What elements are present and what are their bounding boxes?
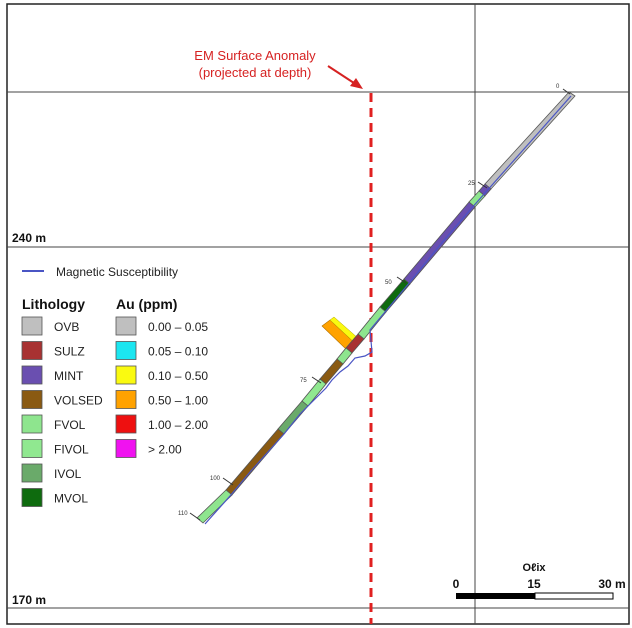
lithology-legend-item: MINT: [21, 365, 84, 385]
lithology-legend-item: VOLSED: [21, 390, 103, 409]
au-label: 0.10 – 0.50: [148, 369, 208, 383]
au-swatch: [115, 439, 137, 458]
au-legend-item: 0.10 – 0.50: [115, 365, 208, 385]
lithology-label: IVOL: [54, 467, 82, 481]
lithology-swatch: [21, 414, 43, 434]
depth-tick-50: 50: [385, 276, 407, 286]
lithology-swatch: [21, 390, 43, 409]
au-label: 0.50 – 1.00: [148, 394, 208, 408]
lithology-label: OVB: [54, 320, 79, 334]
au-label: 0.00 – 0.05: [148, 320, 208, 334]
au-title: Au (ppm): [116, 296, 177, 312]
depth-tick-75: 75: [300, 376, 322, 384]
legend: Magnetic Susceptibility Lithology Au (pp…: [21, 265, 208, 507]
scale-label-30: 30 m: [598, 577, 625, 591]
lithology-label: VOLSED: [54, 394, 103, 408]
au-swatch: [115, 365, 137, 385]
lithology-legend-item: FVOL: [21, 414, 86, 434]
au-swatch: [115, 316, 137, 336]
au-legend-item: > 2.00: [115, 439, 182, 458]
hole-segment-fvol-bottom: [196, 489, 233, 524]
north-logo: Oℓix: [522, 562, 546, 574]
lithology-swatch: [21, 463, 43, 483]
scale-bar-black: [456, 593, 535, 599]
svg-text:75: 75: [300, 378, 307, 384]
au-swatch: [115, 390, 137, 409]
depth-tick-25: 25: [468, 181, 488, 189]
au-swatch: [115, 414, 137, 434]
hole-segment-volsed-lower: [225, 428, 285, 496]
au-label: 1.00 – 2.00: [148, 418, 208, 432]
svg-text:50: 50: [385, 280, 392, 286]
au-label: 0.05 – 0.10: [148, 345, 208, 359]
lithology-legend-item: IVOL: [21, 463, 82, 483]
scale-label-15: 15: [527, 577, 541, 591]
lithology-legend-item: MVOL: [21, 488, 88, 507]
em-anomaly-title: EM Surface Anomaly: [194, 48, 316, 63]
lithology-swatch: [21, 439, 43, 458]
lithology-title: Lithology: [22, 296, 85, 312]
elevation-label-240: 240 m: [12, 231, 46, 245]
lithology-label: FVOL: [54, 418, 86, 432]
em-anomaly-subtitle: (projected at depth): [199, 65, 312, 80]
frame-border: [6, 3, 630, 625]
svg-text:110: 110: [178, 511, 188, 517]
depth-tick-110: 110: [178, 511, 201, 521]
scale-bar: 0 15 30 m: [453, 577, 626, 600]
lithology-label: SULZ: [54, 345, 85, 359]
au-legend-item: 0.05 – 0.10: [115, 341, 208, 360]
mag-legend-label: Magnetic Susceptibility: [56, 265, 178, 279]
au-swatch: [115, 341, 137, 360]
hole-segment-mint-main: [403, 201, 476, 285]
lithology-label: FIVOL: [54, 443, 89, 457]
magnetic-susceptibility-trace: [204, 95, 572, 525]
lithology-swatch: [21, 316, 43, 336]
lithology-legend-item: OVB: [21, 316, 79, 336]
svg-text:25: 25: [468, 181, 475, 187]
scale-label-0: 0: [453, 577, 460, 591]
au-legend-item: 0.00 – 0.05: [115, 316, 208, 336]
svg-text:100: 100: [210, 476, 221, 482]
au-legend-item: 1.00 – 2.00: [115, 414, 208, 434]
hole-segment-ivol: [277, 400, 309, 435]
em-anomaly-arrow: [327, 65, 363, 89]
lithology-swatch: [21, 341, 43, 360]
depth-tick-0: 0: [556, 84, 571, 95]
lithology-label: MINT: [54, 369, 84, 383]
scale-bar-white: [534, 592, 614, 600]
svg-text:0: 0: [556, 84, 560, 90]
lithology-legend-item: FIVOL: [21, 439, 89, 458]
elevation-label-170: 170 m: [12, 593, 46, 607]
lithology-legend-item: SULZ: [21, 341, 85, 360]
depth-tick-100: 100: [210, 476, 234, 486]
lithology-label: MVOL: [54, 492, 88, 506]
drill-hole-trace: [196, 91, 576, 524]
au-label: > 2.00: [148, 443, 182, 457]
au-legend-item: 0.50 – 1.00: [115, 390, 208, 409]
lithology-swatch: [21, 488, 43, 507]
lithology-swatch: [21, 365, 43, 385]
